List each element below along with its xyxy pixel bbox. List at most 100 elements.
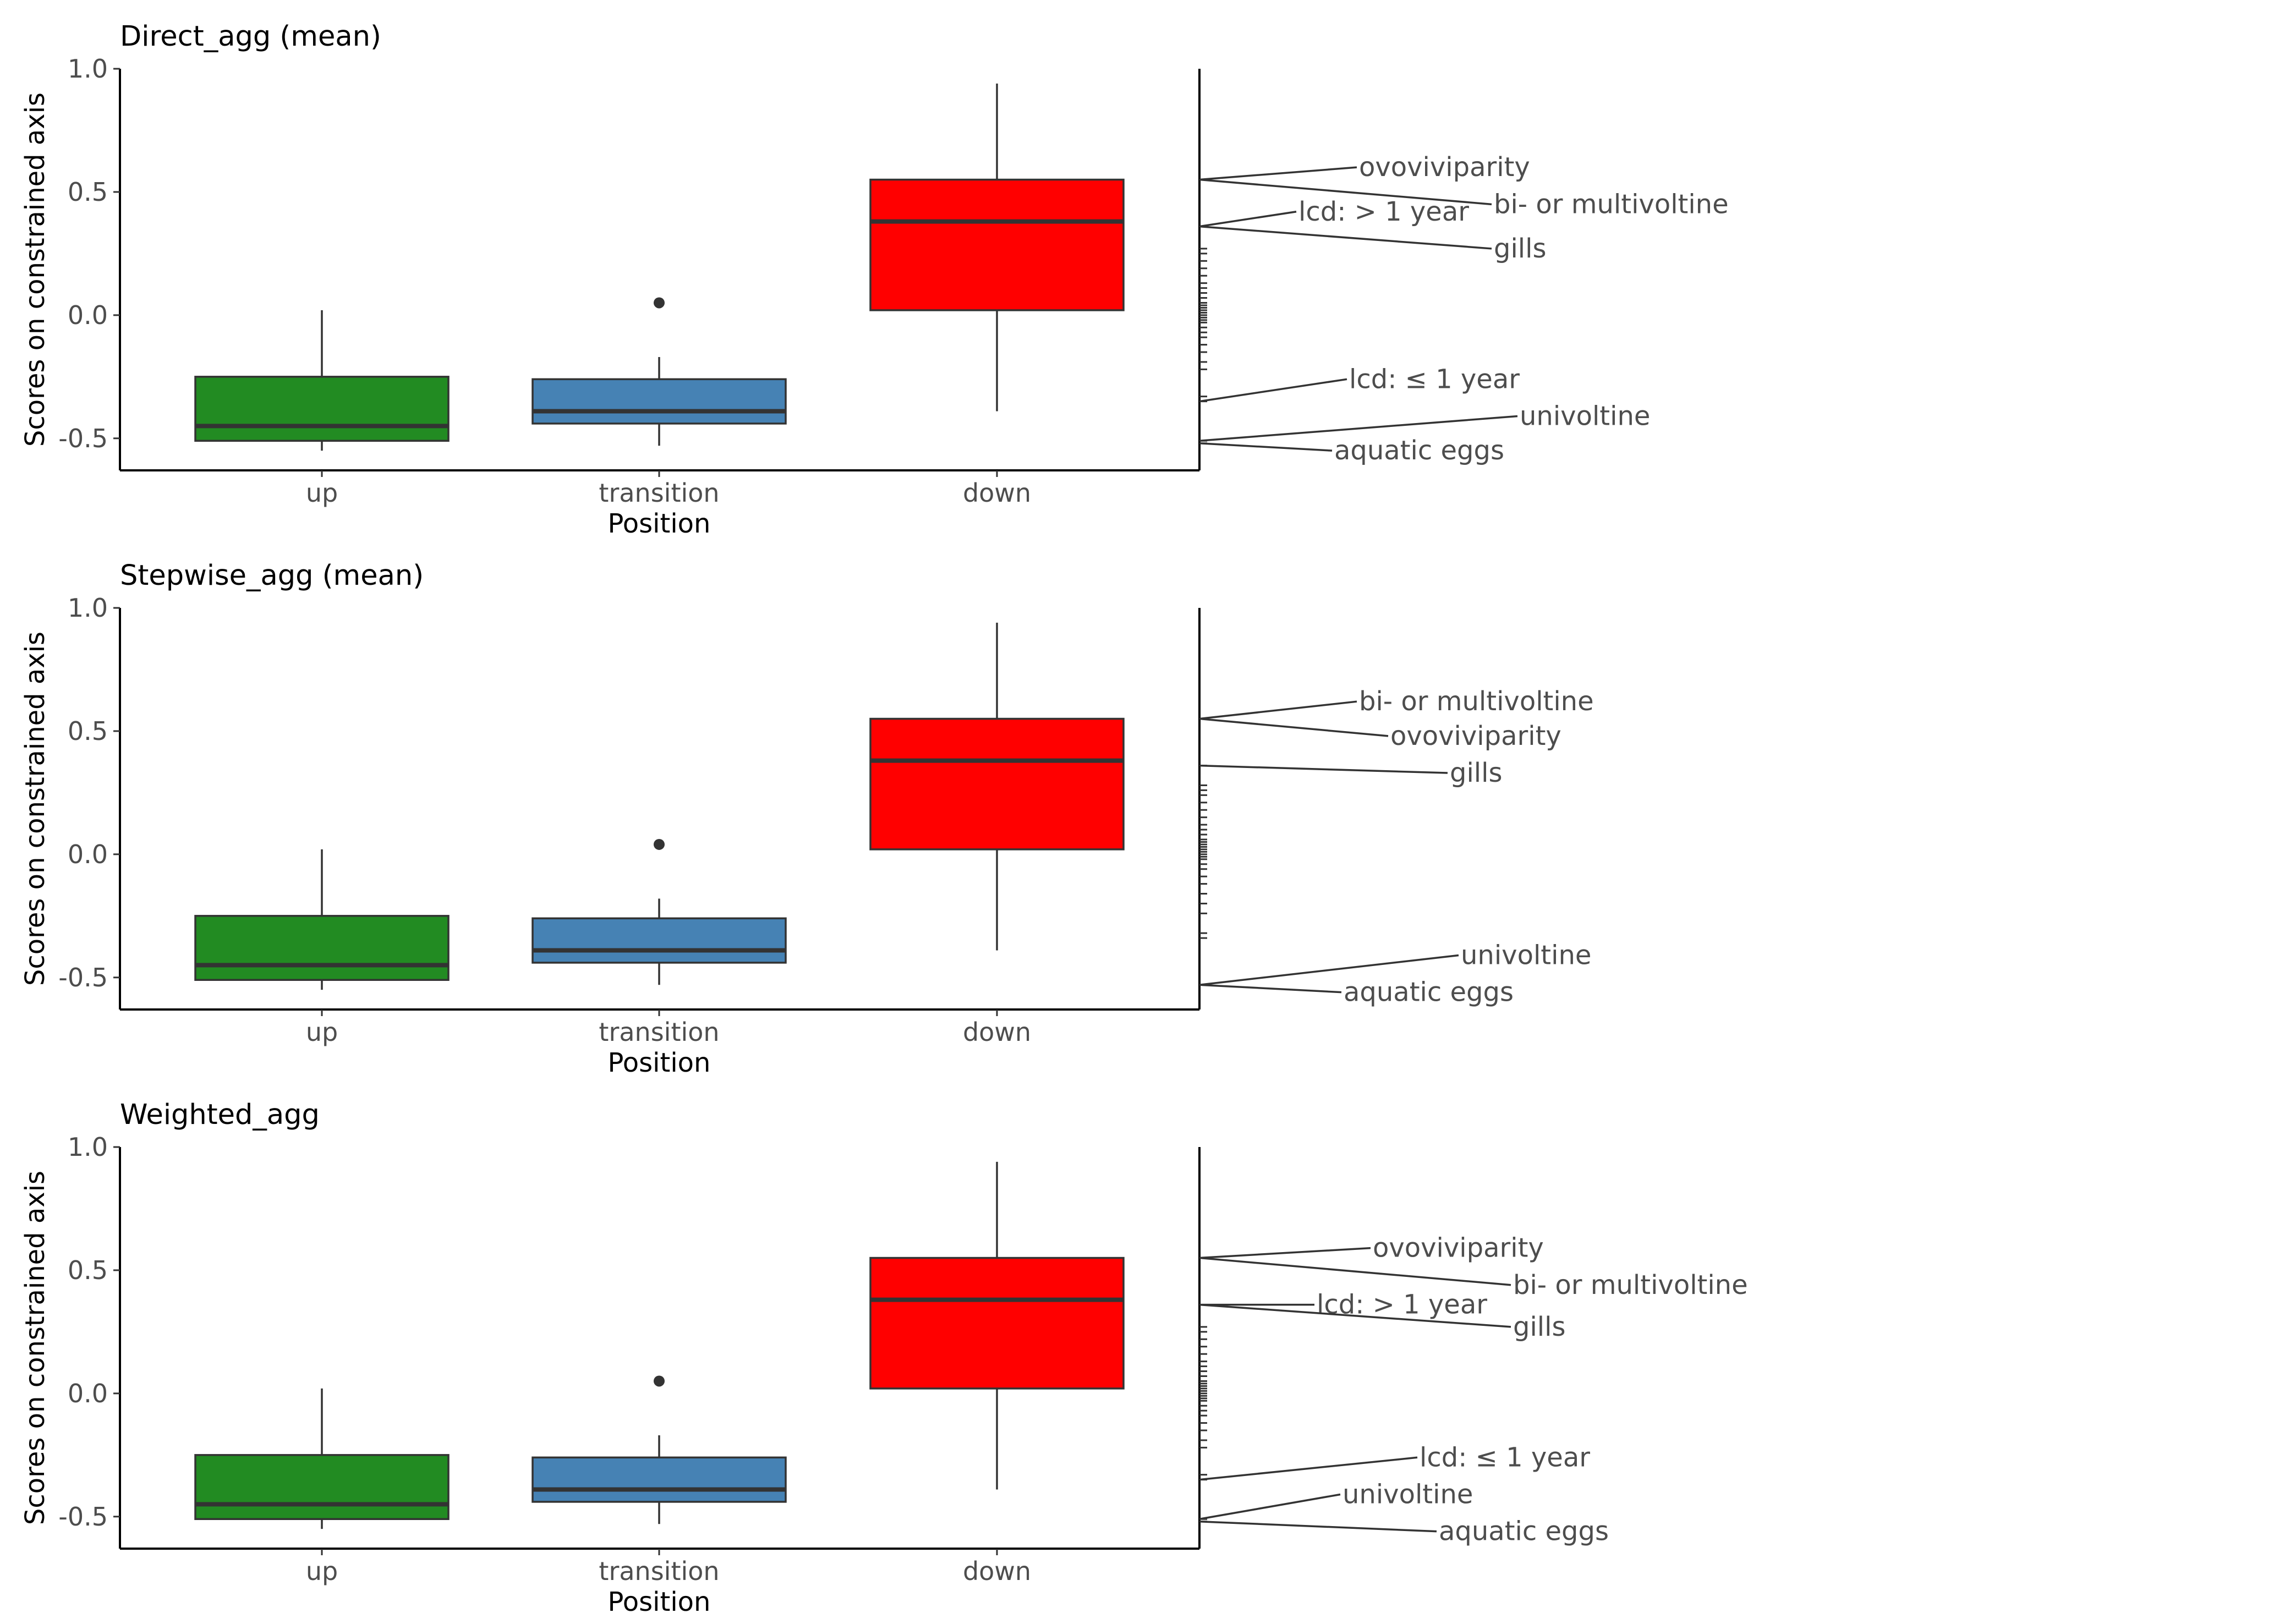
y-axis-label: Scores on constrained axis bbox=[20, 92, 51, 447]
outlier-point bbox=[654, 297, 665, 309]
trait-label-text: aquatic eggs bbox=[1334, 435, 1504, 466]
leader-line bbox=[1199, 378, 1347, 403]
y-tick-label: 0.0 bbox=[68, 300, 108, 330]
y-tick-label: 0.0 bbox=[68, 1379, 108, 1408]
x-axis-label: Position bbox=[608, 1047, 711, 1078]
trait-label-text: aquatic eggs bbox=[1344, 977, 1514, 1008]
trait-rug bbox=[1199, 1257, 1207, 1523]
box-transition bbox=[531, 297, 787, 446]
leader-line bbox=[1199, 178, 1492, 206]
trait-label-text: bi- or multivoltine bbox=[1494, 189, 1729, 220]
box-body bbox=[531, 378, 787, 425]
trait-label-text: ovoviviparity bbox=[1373, 1233, 1544, 1264]
trait-label-text: lcd: > 1 year bbox=[1298, 196, 1469, 227]
box-body bbox=[531, 1456, 787, 1503]
box-body bbox=[531, 917, 787, 964]
box-up bbox=[194, 310, 450, 451]
leader-line bbox=[1199, 954, 1459, 986]
trait-label-text: bi- or multivoltine bbox=[1513, 1270, 1748, 1301]
trait-label-text: gills bbox=[1450, 758, 1502, 788]
trait-label: univoltine bbox=[1199, 400, 1650, 442]
trait-label: bi- or multivoltine bbox=[1199, 178, 1729, 220]
trait-label-text: gills bbox=[1494, 233, 1546, 264]
leader-line bbox=[1199, 1257, 1511, 1286]
trait-label-text: aquatic eggs bbox=[1439, 1516, 1609, 1547]
trait-label: univoltine bbox=[1199, 1479, 1473, 1520]
leader-line bbox=[1199, 166, 1357, 181]
trait-label: ovoviviparity bbox=[1199, 1233, 1544, 1264]
y-axis-label: Scores on constrained axis bbox=[20, 632, 51, 986]
box-up bbox=[194, 1388, 450, 1529]
trait-label-text: lcd: ≤ 1 year bbox=[1420, 1442, 1590, 1473]
leader-line bbox=[1199, 1303, 1511, 1328]
trait-label: lcd: ≤ 1 year bbox=[1199, 1442, 1590, 1481]
trait-label: gills bbox=[1199, 1303, 1565, 1342]
trait-rug bbox=[1199, 179, 1207, 445]
box-body bbox=[194, 376, 450, 442]
trait-label: aquatic eggs bbox=[1199, 977, 1514, 1008]
leader-line bbox=[1199, 225, 1492, 250]
box-body bbox=[869, 717, 1125, 851]
y-tick-label: 0.5 bbox=[68, 177, 108, 207]
trait-label: ovoviviparity bbox=[1199, 717, 1561, 751]
trait-label-text: gills bbox=[1513, 1312, 1565, 1342]
trait-label: univoltine bbox=[1199, 940, 1591, 986]
trait-label: bi- or multivoltine bbox=[1199, 686, 1594, 720]
panel-title: Stepwise_agg (mean) bbox=[120, 559, 424, 592]
trait-label: lcd: ≤ 1 year bbox=[1199, 364, 1520, 403]
y-tick-label: 1.0 bbox=[68, 1132, 108, 1162]
box-up bbox=[194, 849, 450, 990]
y-tick-label: 1.0 bbox=[68, 54, 108, 84]
box-down bbox=[869, 83, 1125, 412]
box-body bbox=[194, 1454, 450, 1521]
trait-label: lcd: > 1 year bbox=[1199, 196, 1469, 228]
trait-label-text: univoltine bbox=[1461, 940, 1591, 970]
x-tick-label-up: up bbox=[306, 1017, 338, 1047]
leader-line bbox=[1199, 415, 1518, 442]
box-down bbox=[869, 1161, 1125, 1490]
leader-line bbox=[1199, 1456, 1418, 1481]
trait-label-text: ovoviviparity bbox=[1390, 721, 1561, 751]
x-tick-label-down: down bbox=[963, 1017, 1031, 1047]
outlier-point bbox=[654, 1375, 665, 1387]
x-axis-label: Position bbox=[608, 1587, 711, 1617]
outlier-point bbox=[654, 838, 665, 850]
trait-label: gills bbox=[1199, 758, 1502, 788]
trait-label: ovoviviparity bbox=[1199, 152, 1530, 183]
leader-line bbox=[1199, 764, 1448, 774]
trait-label: aquatic eggs bbox=[1199, 1516, 1609, 1547]
leader-line bbox=[1199, 1247, 1371, 1259]
panel-title: Weighted_agg bbox=[120, 1099, 320, 1131]
trait-label-text: univoltine bbox=[1520, 400, 1650, 431]
leader-line bbox=[1199, 1493, 1341, 1520]
box-body bbox=[869, 178, 1125, 311]
box-transition bbox=[531, 1375, 787, 1524]
trait-label: bi- or multivoltine bbox=[1199, 1257, 1748, 1301]
leader-line bbox=[1199, 700, 1357, 720]
trait-label-text: bi- or multivoltine bbox=[1359, 686, 1594, 717]
leader-line bbox=[1199, 984, 1342, 994]
y-axis-label: Scores on constrained axis bbox=[20, 1171, 51, 1525]
trait-label-text: univoltine bbox=[1343, 1479, 1473, 1510]
y-tick-label: -0.5 bbox=[58, 963, 108, 992]
x-tick-label-down: down bbox=[963, 1556, 1031, 1586]
box-body bbox=[194, 915, 450, 981]
y-tick-label: -0.5 bbox=[58, 1502, 108, 1532]
x-tick-label-up: up bbox=[306, 1556, 338, 1586]
panel-title: Direct_agg (mean) bbox=[120, 20, 381, 53]
leader-line bbox=[1199, 211, 1297, 228]
trait-label-text: ovoviviparity bbox=[1359, 152, 1530, 183]
trait-label: aquatic eggs bbox=[1199, 435, 1504, 466]
y-tick-label: 0.5 bbox=[68, 716, 108, 746]
x-tick-label-transition: transition bbox=[599, 478, 719, 508]
x-axis-label: Position bbox=[608, 508, 711, 539]
x-tick-label-down: down bbox=[963, 478, 1031, 508]
trait-rug bbox=[1199, 718, 1207, 986]
trait-label: gills bbox=[1199, 225, 1546, 264]
y-tick-label: -0.5 bbox=[58, 424, 108, 453]
x-tick-label-up: up bbox=[306, 478, 338, 508]
